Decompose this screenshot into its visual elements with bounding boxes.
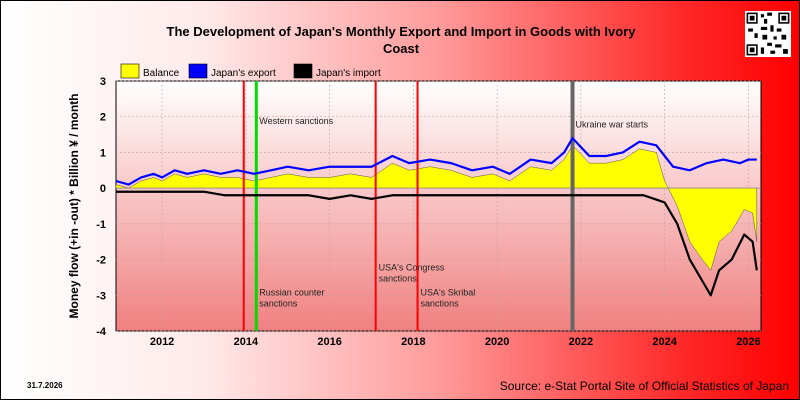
x-tick-label: 2014 xyxy=(234,336,259,348)
x-tick-label: 2012 xyxy=(150,336,174,348)
date-stamp: 31.7.2026 xyxy=(27,381,63,390)
event-label-line: sanctions xyxy=(379,273,418,283)
y-tick-label: -1 xyxy=(96,219,106,231)
event-label-line: Western sanctions xyxy=(259,116,333,126)
event-label-line: sanctions xyxy=(421,298,460,308)
y-tick-label: -3 xyxy=(96,290,106,302)
chart-title: The Development of Japan's Monthly Expor… xyxy=(166,24,636,56)
event-label-line: USA's Congress xyxy=(379,262,445,272)
y-tick-label: 0 xyxy=(100,183,106,195)
y-tick-label: -2 xyxy=(96,255,106,267)
legend-swatch xyxy=(120,63,140,79)
event-label: Russian counter sanctions xyxy=(259,287,324,308)
y-tick-label: 3 xyxy=(100,76,106,88)
event-label: Western sanctions xyxy=(259,116,333,126)
balance-area xyxy=(115,144,758,271)
x-tick-label: 2016 xyxy=(317,336,341,348)
source-note: Source: e-Stat Portal Site of Official S… xyxy=(499,379,789,393)
event-label: USA's Skribal sanctions xyxy=(421,287,476,308)
x-tick-label: 2022 xyxy=(569,336,593,348)
import-series-line xyxy=(116,190,758,297)
legend-label: Japan's import xyxy=(316,68,381,79)
qr-code-icon xyxy=(745,11,791,57)
event-label-line: USA's Skribal xyxy=(421,287,476,297)
legend-label: Balance xyxy=(143,68,180,79)
event-label: USA's Congress sanctions xyxy=(379,262,445,283)
y-axis-label: Money flow (+in -out) * Billion ¥ / mont… xyxy=(67,94,81,319)
y-tick-label: 1 xyxy=(100,147,106,159)
y-tick-label: 2 xyxy=(100,112,106,124)
legend-swatch xyxy=(293,63,313,79)
plot-area xyxy=(115,80,762,332)
legend-label: Japan's export xyxy=(211,68,276,79)
event-label-line: sanctions xyxy=(259,298,298,308)
export-series-line xyxy=(115,137,757,186)
x-tick-label: 2026 xyxy=(736,336,760,348)
x-tick-label: 2020 xyxy=(485,336,509,348)
y-tick-label: -4 xyxy=(96,326,107,338)
event-label: Ukraine war starts xyxy=(576,119,649,129)
legend-swatch xyxy=(188,63,208,79)
event-label-line: Russian counter xyxy=(259,287,324,297)
event-label-line: Ukraine war starts xyxy=(576,119,649,129)
x-tick-label: 2018 xyxy=(401,336,425,348)
x-tick-label: 2024 xyxy=(652,336,677,348)
